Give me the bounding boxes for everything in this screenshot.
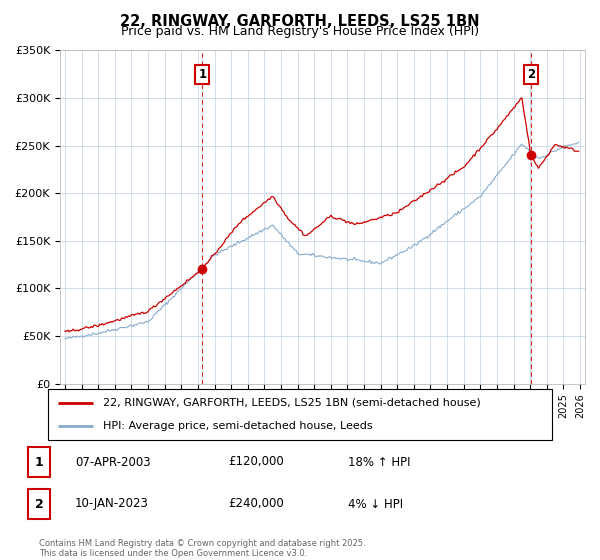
- Text: £240,000: £240,000: [228, 497, 284, 511]
- Text: 2: 2: [35, 497, 43, 511]
- Text: 4% ↓ HPI: 4% ↓ HPI: [348, 497, 403, 511]
- Text: Contains HM Land Registry data © Crown copyright and database right 2025.
This d: Contains HM Land Registry data © Crown c…: [39, 539, 365, 558]
- Text: £120,000: £120,000: [228, 455, 284, 469]
- Text: HPI: Average price, semi-detached house, Leeds: HPI: Average price, semi-detached house,…: [103, 421, 373, 431]
- Text: 1: 1: [35, 455, 43, 469]
- FancyBboxPatch shape: [48, 389, 552, 440]
- Text: 07-APR-2003: 07-APR-2003: [75, 455, 151, 469]
- Text: 2: 2: [527, 68, 535, 81]
- Text: 10-JAN-2023: 10-JAN-2023: [75, 497, 149, 511]
- Text: 22, RINGWAY, GARFORTH, LEEDS, LS25 1BN (semi-detached house): 22, RINGWAY, GARFORTH, LEEDS, LS25 1BN (…: [103, 398, 481, 408]
- Text: 22, RINGWAY, GARFORTH, LEEDS, LS25 1BN: 22, RINGWAY, GARFORTH, LEEDS, LS25 1BN: [120, 14, 480, 29]
- Text: 18% ↑ HPI: 18% ↑ HPI: [348, 455, 410, 469]
- Text: Price paid vs. HM Land Registry's House Price Index (HPI): Price paid vs. HM Land Registry's House …: [121, 25, 479, 38]
- Text: 1: 1: [199, 68, 206, 81]
